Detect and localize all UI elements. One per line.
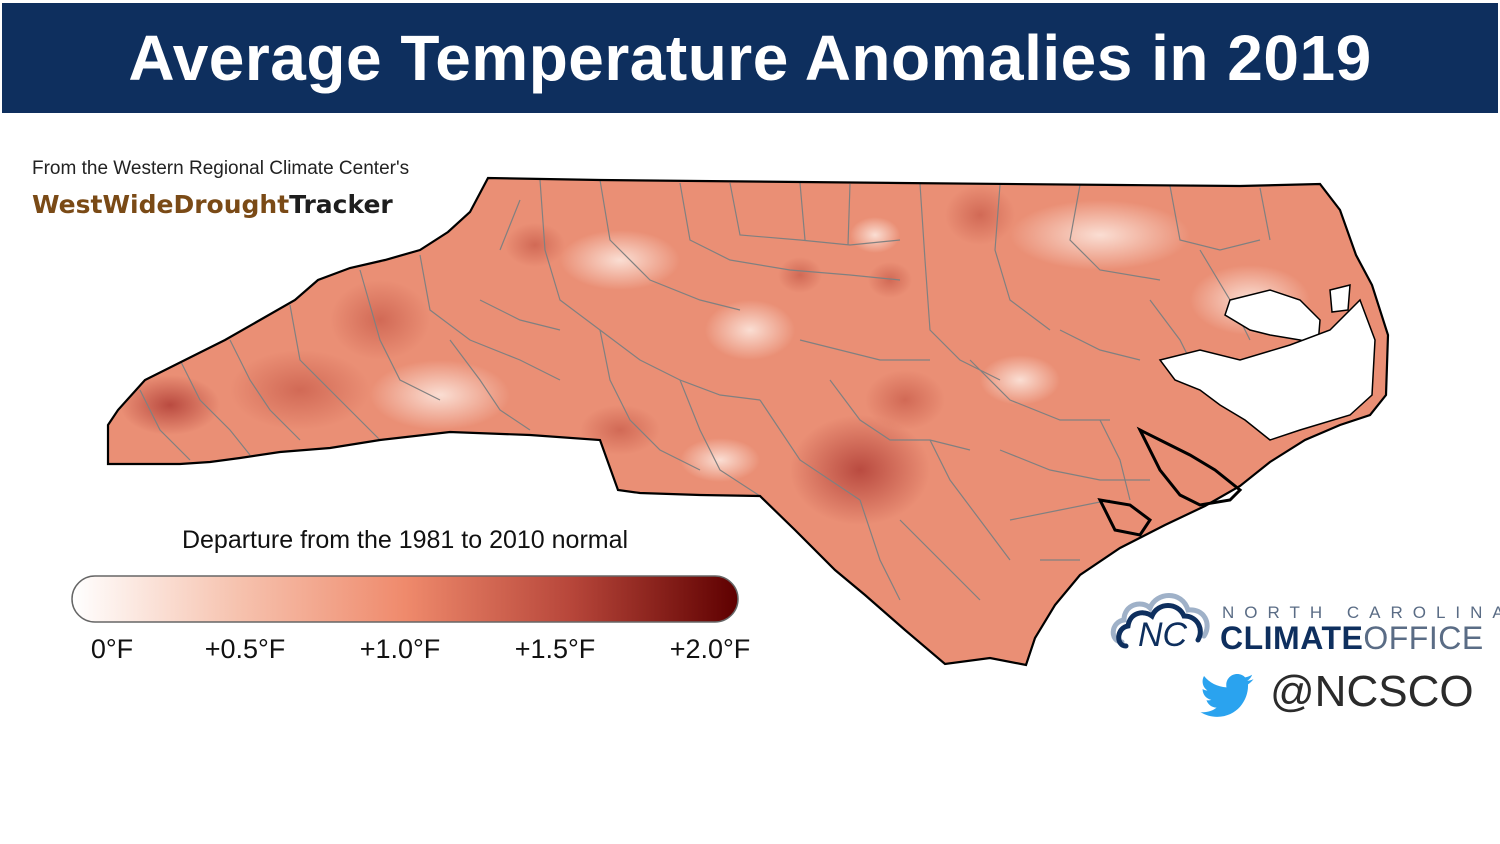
page-title: Average Temperature Anomalies in 2019 (128, 22, 1372, 94)
legend-title: Departure from the 1981 to 2010 normal (181, 526, 629, 554)
cool-patch (560, 230, 680, 290)
twitter-handle[interactable]: @NCSCO (1270, 667, 1474, 716)
county-lines (139, 179, 1271, 601)
logo-north-carolina: NORTH CAROLINA (1222, 603, 1500, 622)
title-bar: Average Temperature Anomalies in 2019 (2, 3, 1498, 113)
logo-nc-initials: NC (1138, 616, 1188, 654)
legend-tick-4: +2.0°F (669, 634, 751, 664)
legend-tick-0: 0°F (90, 634, 134, 664)
cool-patch (705, 300, 795, 360)
warm-patch (505, 223, 565, 267)
warm-patch (868, 262, 912, 298)
brand-part-1: WestWideDrought (32, 190, 290, 219)
cool-patch (680, 438, 760, 482)
coastal-inlets (1136, 426, 1243, 507)
currituck-sound (1329, 284, 1351, 313)
legend-tick-2: +1.0°F (359, 634, 441, 664)
warm-patch (865, 370, 945, 430)
cool-patch (980, 355, 1060, 405)
brand-part-2: Tracker (289, 190, 393, 219)
warm-patch (330, 280, 430, 360)
source-credit: From the Western Regional Climate Center… (32, 158, 409, 219)
legend-tick-3: +1.5°F (514, 634, 596, 664)
warm-patch (778, 257, 822, 293)
nc-climate-office-logo: NC NORTH CAROLINA CLIMATEOFFICE @NCSCO (1108, 580, 1500, 730)
cool-patch (850, 217, 900, 253)
source-from-text: From the Western Regional Climate Center… (32, 158, 410, 179)
legend-color-bar (71, 575, 739, 623)
legend-ticks: 0°F +0.5°F +1.0°F +1.5°F +2.0°F (0, 634, 800, 674)
logo-climate-text: CLIMATE (1220, 620, 1364, 656)
logo-office-text: OFFICE (1363, 620, 1484, 656)
cool-patch (1010, 200, 1190, 270)
warm-patch (945, 185, 1015, 245)
cloud-icon: NC (1110, 593, 1210, 654)
warm-patch (230, 350, 370, 430)
warm-patch (790, 415, 930, 525)
warm-patch (580, 405, 660, 455)
cool-patch (370, 360, 510, 430)
source-brand: WestWideDroughtTracker (32, 190, 409, 219)
coastal-inlets (1097, 498, 1153, 537)
legend-tick-1: +0.5°F (204, 634, 286, 664)
twitter-bird-icon[interactable] (1192, 668, 1262, 726)
pamlico-sound (1158, 298, 1376, 441)
logo-climate-office: CLIMATEOFFICE (1220, 620, 1484, 656)
